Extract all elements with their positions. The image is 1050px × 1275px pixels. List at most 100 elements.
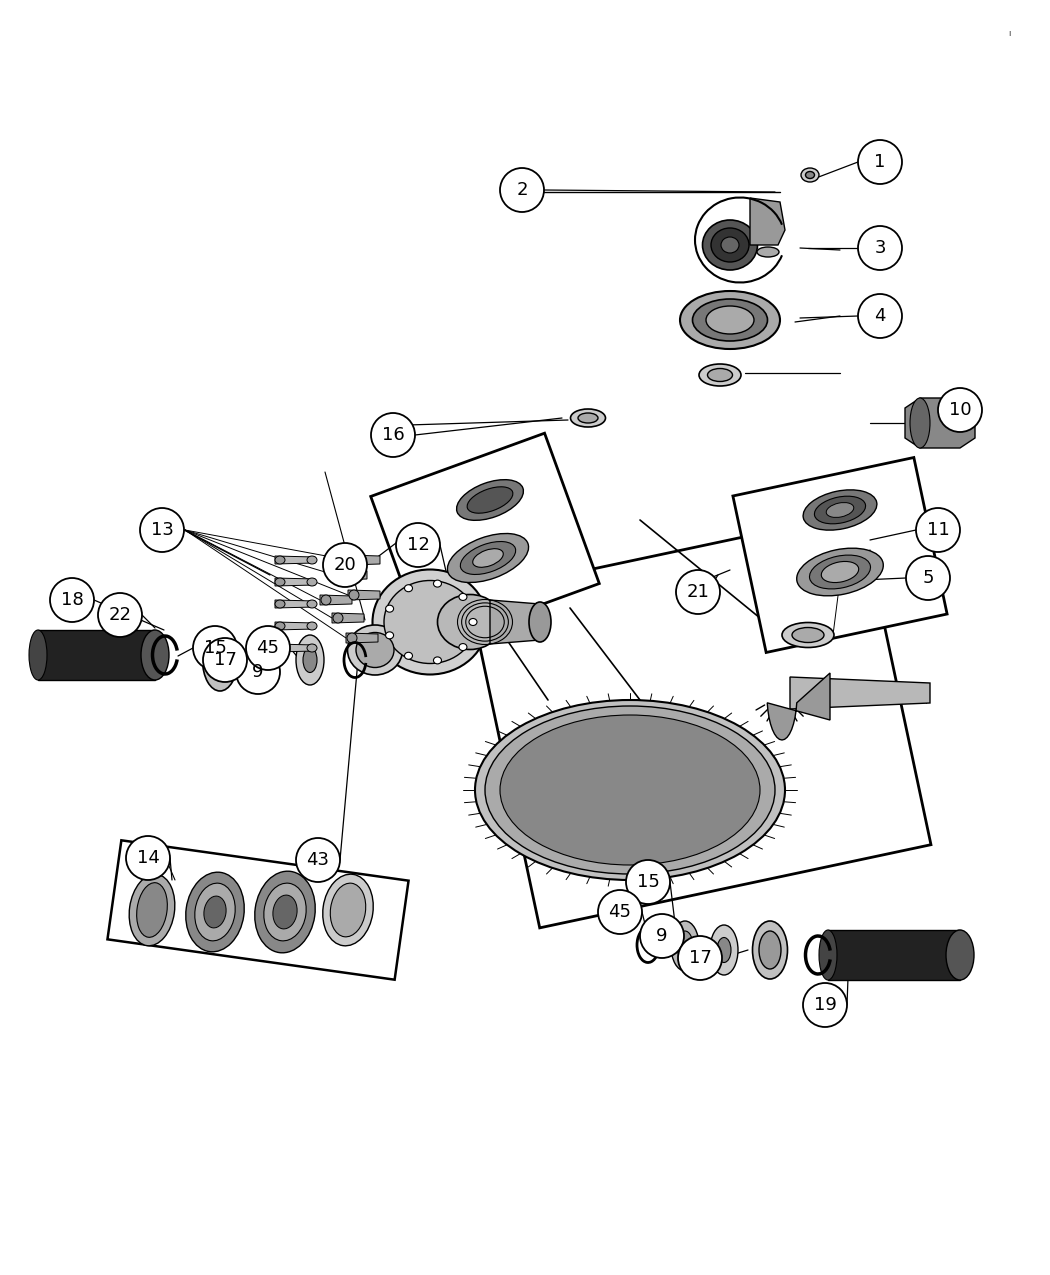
Ellipse shape xyxy=(373,570,487,674)
Ellipse shape xyxy=(805,172,815,178)
Text: 15: 15 xyxy=(204,639,227,657)
Polygon shape xyxy=(768,673,830,740)
Ellipse shape xyxy=(460,542,516,575)
Text: 45: 45 xyxy=(256,639,279,657)
Text: 10: 10 xyxy=(949,402,971,419)
Ellipse shape xyxy=(500,715,760,864)
Ellipse shape xyxy=(336,570,346,580)
Circle shape xyxy=(50,578,94,622)
Polygon shape xyxy=(275,556,315,564)
Ellipse shape xyxy=(680,291,780,349)
Text: 20: 20 xyxy=(334,556,356,574)
Ellipse shape xyxy=(910,398,930,448)
Circle shape xyxy=(626,861,670,904)
Text: 9: 9 xyxy=(252,663,264,681)
Text: 11: 11 xyxy=(926,521,949,539)
Ellipse shape xyxy=(275,601,285,608)
Ellipse shape xyxy=(797,548,883,595)
Ellipse shape xyxy=(702,221,757,270)
Circle shape xyxy=(598,890,642,935)
Text: 3: 3 xyxy=(875,238,886,258)
Ellipse shape xyxy=(141,630,169,680)
Ellipse shape xyxy=(710,924,738,975)
Circle shape xyxy=(193,626,237,669)
Circle shape xyxy=(803,983,847,1026)
Ellipse shape xyxy=(467,487,512,514)
Text: 18: 18 xyxy=(61,592,83,609)
Ellipse shape xyxy=(215,650,225,669)
Text: 13: 13 xyxy=(150,521,173,539)
Ellipse shape xyxy=(693,300,768,340)
Ellipse shape xyxy=(346,632,357,643)
Ellipse shape xyxy=(457,479,524,520)
Ellipse shape xyxy=(529,602,551,643)
Polygon shape xyxy=(275,622,315,630)
Circle shape xyxy=(246,626,290,669)
Text: 5: 5 xyxy=(922,569,933,586)
Circle shape xyxy=(676,570,720,615)
Ellipse shape xyxy=(578,413,598,423)
Polygon shape xyxy=(275,578,315,586)
Ellipse shape xyxy=(826,502,854,518)
Circle shape xyxy=(678,936,722,980)
Ellipse shape xyxy=(275,644,285,652)
Ellipse shape xyxy=(349,555,359,565)
Circle shape xyxy=(858,226,902,270)
Ellipse shape xyxy=(203,629,237,691)
Circle shape xyxy=(858,140,902,184)
Ellipse shape xyxy=(815,496,865,524)
Ellipse shape xyxy=(803,490,877,530)
Bar xyxy=(733,458,947,653)
Text: 1: 1 xyxy=(875,153,886,171)
Text: 43: 43 xyxy=(307,850,330,870)
Ellipse shape xyxy=(782,622,834,648)
Ellipse shape xyxy=(322,875,373,946)
Ellipse shape xyxy=(792,627,824,643)
Ellipse shape xyxy=(404,653,413,659)
Ellipse shape xyxy=(273,895,297,929)
Ellipse shape xyxy=(485,706,775,873)
Text: 15: 15 xyxy=(636,873,659,891)
Ellipse shape xyxy=(333,613,343,623)
Circle shape xyxy=(203,638,247,682)
Ellipse shape xyxy=(671,921,699,972)
Ellipse shape xyxy=(307,556,317,564)
Ellipse shape xyxy=(570,409,606,427)
Ellipse shape xyxy=(257,645,273,674)
Ellipse shape xyxy=(801,168,819,182)
Circle shape xyxy=(500,168,544,212)
Ellipse shape xyxy=(29,630,47,680)
Text: 21: 21 xyxy=(687,583,710,601)
Ellipse shape xyxy=(459,593,467,601)
Polygon shape xyxy=(332,613,364,623)
Text: 16: 16 xyxy=(381,426,404,444)
Ellipse shape xyxy=(821,561,859,583)
Polygon shape xyxy=(348,590,380,601)
Ellipse shape xyxy=(404,585,413,592)
Ellipse shape xyxy=(307,644,317,652)
Ellipse shape xyxy=(264,884,307,941)
Ellipse shape xyxy=(251,635,279,685)
Ellipse shape xyxy=(384,580,476,663)
Text: ': ' xyxy=(1008,31,1012,48)
Circle shape xyxy=(296,838,340,882)
Ellipse shape xyxy=(759,931,781,969)
Ellipse shape xyxy=(699,363,741,386)
Circle shape xyxy=(323,543,367,586)
Polygon shape xyxy=(320,595,352,606)
Ellipse shape xyxy=(255,871,315,952)
Text: 22: 22 xyxy=(108,606,131,623)
Ellipse shape xyxy=(385,606,394,612)
Text: 2: 2 xyxy=(517,181,528,199)
Ellipse shape xyxy=(459,644,467,650)
Circle shape xyxy=(140,507,184,552)
Ellipse shape xyxy=(475,700,785,880)
Polygon shape xyxy=(335,570,367,580)
Ellipse shape xyxy=(946,929,974,980)
Text: 4: 4 xyxy=(875,307,886,325)
Text: 17: 17 xyxy=(213,652,236,669)
Ellipse shape xyxy=(136,882,167,937)
Polygon shape xyxy=(38,630,155,680)
Text: 12: 12 xyxy=(406,536,429,555)
Ellipse shape xyxy=(711,228,749,261)
